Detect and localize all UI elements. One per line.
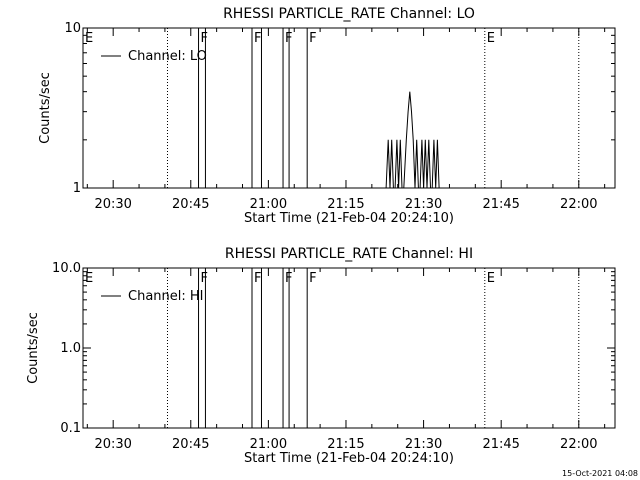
x-axis-label: Start Time (21-Feb-04 20:24:10) [244,211,454,226]
x-tick-label: 20:30 [94,437,131,452]
y-tick-label: 0.1 [60,421,81,436]
chart-title: RHESSI PARTICLE_RATE Channel: HI [225,246,473,262]
x-tick-label: 21:00 [250,437,287,452]
x-tick-label: 21:30 [405,197,442,212]
plot-frame [82,27,616,189]
y-axis-label: Counts/sec [26,312,41,384]
x-tick-label: 22:00 [560,197,597,212]
x-tick-label: 21:45 [482,437,519,452]
x-tick-label: 21:45 [482,197,519,212]
panel-1: RHESSI PARTICLE_RATE Channel: LOEFFFFE20… [38,6,616,226]
event-marker-label: F [309,31,316,46]
event-marker-label: E [85,31,93,46]
event-marker-label: F [254,271,261,286]
x-tick-label: 22:00 [560,437,597,452]
x-tick-label: 20:30 [94,197,131,212]
y-axis-label: Counts/sec [38,72,53,144]
x-tick-label: 20:45 [172,197,209,212]
y-tick-label: 1.0 [60,341,81,356]
event-marker-label: F [309,271,316,286]
series-line [385,91,441,189]
event-marker-label: F [254,31,261,46]
y-tick-label: 1 [73,181,81,196]
x-axis-label: Start Time (21-Feb-04 20:24:10) [244,451,454,466]
x-tick-label: 21:00 [250,197,287,212]
event-marker-label: E [85,271,93,286]
x-tick-label: 21:15 [327,197,364,212]
x-tick-label: 20:45 [172,437,209,452]
y-tick-label: 10 [64,21,81,36]
legend-label: Channel: HI [128,289,204,304]
legend-label: Channel: LO [128,49,207,64]
chart-title: RHESSI PARTICLE_RATE Channel: LO [223,6,475,22]
event-marker-label: E [487,31,495,46]
event-marker-label: E [487,271,495,286]
event-marker-label: F [201,271,208,286]
footer-timestamp: 15-Oct-2021 04:08 [562,469,638,478]
y-tick-label: 10.0 [52,261,81,276]
panel-2: RHESSI PARTICLE_RATE Channel: HIEFFFFE20… [26,246,616,466]
x-tick-label: 21:15 [327,437,364,452]
x-tick-label: 21:30 [405,437,442,452]
event-marker-label: F [201,31,208,46]
